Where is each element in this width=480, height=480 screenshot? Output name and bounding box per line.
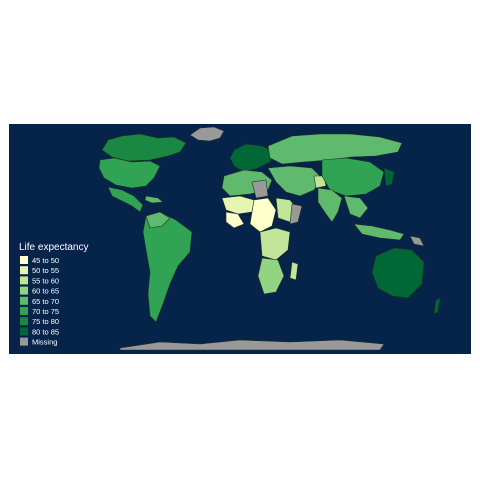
region-new-zealand xyxy=(433,297,441,315)
region-madagascar xyxy=(289,261,299,281)
region-korea-japan xyxy=(383,167,395,187)
legend-label: 75 to 80 xyxy=(32,317,59,326)
region-afghanistan xyxy=(313,175,327,189)
region-europe xyxy=(229,143,275,173)
legend-swatch xyxy=(20,307,28,315)
region-australia xyxy=(371,247,425,299)
region-caribbean xyxy=(144,195,164,204)
legend-swatch xyxy=(20,337,28,346)
legend-label: Missing xyxy=(32,338,57,347)
region-southeast-asia xyxy=(343,195,369,219)
region-west-africa-coast xyxy=(225,211,245,229)
legend-swatch xyxy=(20,286,28,295)
region-libya xyxy=(251,179,269,199)
region-southern-africa xyxy=(257,257,285,295)
region-china xyxy=(321,157,385,197)
legend-label: 65 to 70 xyxy=(32,297,59,306)
legend-label: 60 to 65 xyxy=(32,287,59,296)
region-east-africa xyxy=(259,227,291,261)
legend-swatch xyxy=(20,276,28,285)
region-papua xyxy=(409,235,425,247)
legend-label: 45 to 50 xyxy=(32,256,59,265)
legend-label: 55 to 60 xyxy=(32,276,59,285)
legend-label: 50 to 55 xyxy=(32,266,59,275)
region-russia xyxy=(267,133,403,165)
region-indonesia xyxy=(353,223,405,241)
region-south-america-north xyxy=(145,211,171,229)
legend-swatch xyxy=(20,317,28,326)
region-central-africa xyxy=(249,197,277,233)
legend-label: 80 to 85 xyxy=(32,327,59,336)
legend-swatch xyxy=(20,327,28,336)
legend-swatch xyxy=(20,256,28,264)
region-india xyxy=(317,187,343,223)
region-greenland xyxy=(189,126,225,142)
legend-label: 70 to 75 xyxy=(32,307,59,316)
region-south-america xyxy=(142,211,193,323)
legend-swatch xyxy=(20,296,28,305)
region-canada xyxy=(101,133,187,162)
region-antarctica xyxy=(119,339,385,351)
legend-title: Life expectancy xyxy=(19,242,89,253)
region-middle-east xyxy=(267,165,323,197)
region-usa xyxy=(98,157,161,189)
region-mexico-central-america xyxy=(107,186,144,213)
region-somalia xyxy=(289,203,303,225)
legend-swatch xyxy=(20,266,28,275)
